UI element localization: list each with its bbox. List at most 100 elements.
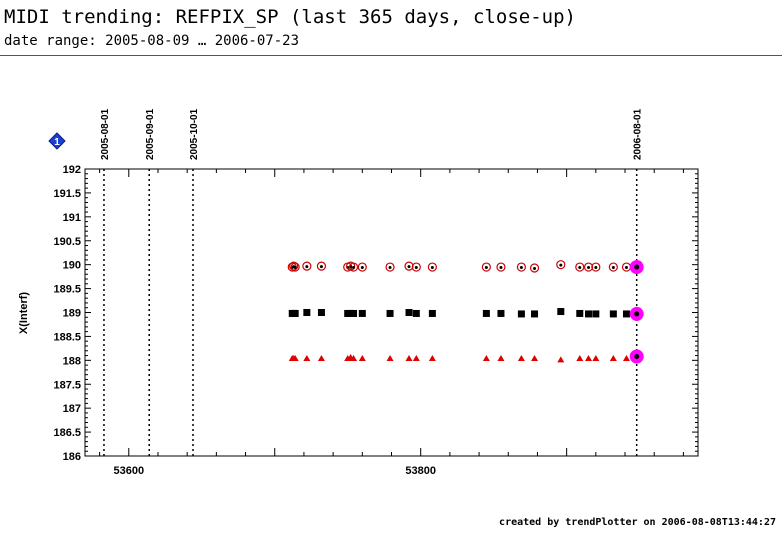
data-point bbox=[385, 262, 395, 272]
y-tick-label: 190.5 bbox=[53, 236, 81, 248]
diamond-icon bbox=[48, 132, 66, 150]
data-point bbox=[557, 356, 565, 363]
data-point bbox=[622, 310, 630, 318]
latest-point-core bbox=[634, 311, 640, 317]
data-point bbox=[516, 262, 526, 272]
data-point bbox=[482, 309, 490, 317]
x-axis: 53600 53800 bbox=[99, 169, 684, 477]
data-point bbox=[497, 354, 505, 361]
date-markers: 2005-08-01 2005-09-01 2005-10-01 2006-08-01 bbox=[100, 108, 644, 456]
data-point-dot bbox=[414, 266, 418, 270]
data-point-dot bbox=[611, 266, 615, 270]
data-point-dot bbox=[484, 266, 488, 270]
data-point bbox=[517, 354, 525, 361]
data-point bbox=[405, 309, 413, 316]
title-divider bbox=[0, 55, 782, 56]
info-badge[interactable]: 1 bbox=[48, 132, 66, 150]
data-point-dot bbox=[305, 265, 309, 269]
y-tick-label: 189 bbox=[63, 308, 81, 320]
data-point bbox=[622, 354, 630, 361]
data-point-dot bbox=[388, 266, 392, 270]
data-point bbox=[576, 309, 584, 317]
y-tick-label: 191 bbox=[63, 212, 81, 224]
y-axis: 186 186.5 187 187.5 188 188.5 189 189.5 190 190.5… bbox=[53, 164, 698, 463]
data-point bbox=[609, 354, 617, 361]
data-point bbox=[404, 261, 414, 271]
y-tick-label: 186 bbox=[63, 451, 81, 463]
data-point-dot bbox=[360, 266, 364, 270]
data-point bbox=[481, 262, 491, 272]
data-point bbox=[592, 354, 600, 361]
data-point bbox=[529, 263, 540, 273]
data-point bbox=[427, 262, 437, 272]
data-point bbox=[316, 261, 327, 271]
data-point bbox=[482, 354, 490, 361]
data-point bbox=[592, 310, 600, 318]
data-point bbox=[557, 308, 565, 316]
data-point bbox=[405, 354, 413, 361]
data-point-dot bbox=[319, 265, 323, 269]
data-point bbox=[412, 309, 420, 317]
series-open-circle-red bbox=[287, 260, 632, 273]
x-tick-label: 53800 bbox=[405, 465, 436, 477]
data-point-dot bbox=[293, 266, 297, 270]
y-tick-label: 186.5 bbox=[53, 427, 81, 439]
data-point bbox=[531, 354, 539, 361]
y-axis-label: X(Interf) bbox=[18, 292, 30, 335]
badge-label: 1 bbox=[54, 137, 60, 148]
data-point bbox=[386, 309, 394, 317]
data-point bbox=[497, 309, 505, 317]
latest-point-core bbox=[634, 354, 640, 360]
data-point bbox=[302, 261, 312, 271]
data-point bbox=[608, 262, 618, 272]
data-point bbox=[317, 309, 325, 316]
date-marker-label: 2006-08-01 bbox=[633, 108, 644, 160]
date-range-subtitle: date range: 2005-08-09 … 2006-07-23 bbox=[4, 33, 300, 49]
y-tick-label: 189.5 bbox=[53, 284, 81, 296]
data-point bbox=[585, 354, 593, 361]
data-point bbox=[358, 309, 366, 317]
data-point bbox=[357, 262, 367, 272]
data-point bbox=[428, 354, 436, 361]
x-tick-label: 53600 bbox=[113, 465, 144, 477]
data-point bbox=[290, 262, 300, 272]
y-tick-label: 187.5 bbox=[53, 379, 81, 391]
data-point bbox=[291, 309, 299, 317]
data-point bbox=[583, 262, 594, 272]
data-point-dot bbox=[578, 266, 582, 270]
data-point bbox=[517, 310, 525, 318]
data-point bbox=[289, 261, 299, 271]
data-point bbox=[428, 309, 436, 317]
data-point bbox=[303, 354, 311, 361]
data-point bbox=[386, 354, 394, 361]
data-series bbox=[287, 260, 644, 364]
data-point bbox=[348, 262, 359, 272]
y-tick-label: 188 bbox=[63, 355, 81, 367]
series-filled-square-black bbox=[288, 308, 630, 318]
data-point-dot bbox=[499, 266, 503, 270]
y-tick-label: 188.5 bbox=[53, 331, 81, 343]
y-tick-label: 192 bbox=[63, 164, 81, 176]
data-point bbox=[350, 309, 358, 317]
data-point-dot bbox=[533, 267, 537, 271]
data-point bbox=[317, 354, 325, 361]
data-point bbox=[358, 354, 366, 361]
data-point bbox=[291, 354, 299, 361]
data-point bbox=[350, 354, 358, 361]
data-point-dot bbox=[430, 266, 434, 270]
data-point-dot bbox=[587, 266, 591, 270]
data-point bbox=[412, 354, 420, 361]
date-marker-label: 2005-08-01 bbox=[100, 108, 111, 160]
data-point bbox=[576, 354, 584, 361]
data-point-dot bbox=[624, 266, 628, 270]
footer-credit: created by trendPlotter on 2006-08-08T13… bbox=[499, 517, 776, 528]
page-title: MIDI trending: REFPIX_SP (last 365 days,… bbox=[4, 6, 576, 28]
y-tick-label: 191.5 bbox=[53, 188, 81, 200]
data-point-dot bbox=[352, 266, 356, 270]
data-point bbox=[556, 260, 566, 270]
latest-point-core bbox=[634, 264, 640, 270]
data-point bbox=[609, 310, 617, 318]
data-point bbox=[575, 262, 585, 272]
data-point bbox=[411, 262, 421, 272]
